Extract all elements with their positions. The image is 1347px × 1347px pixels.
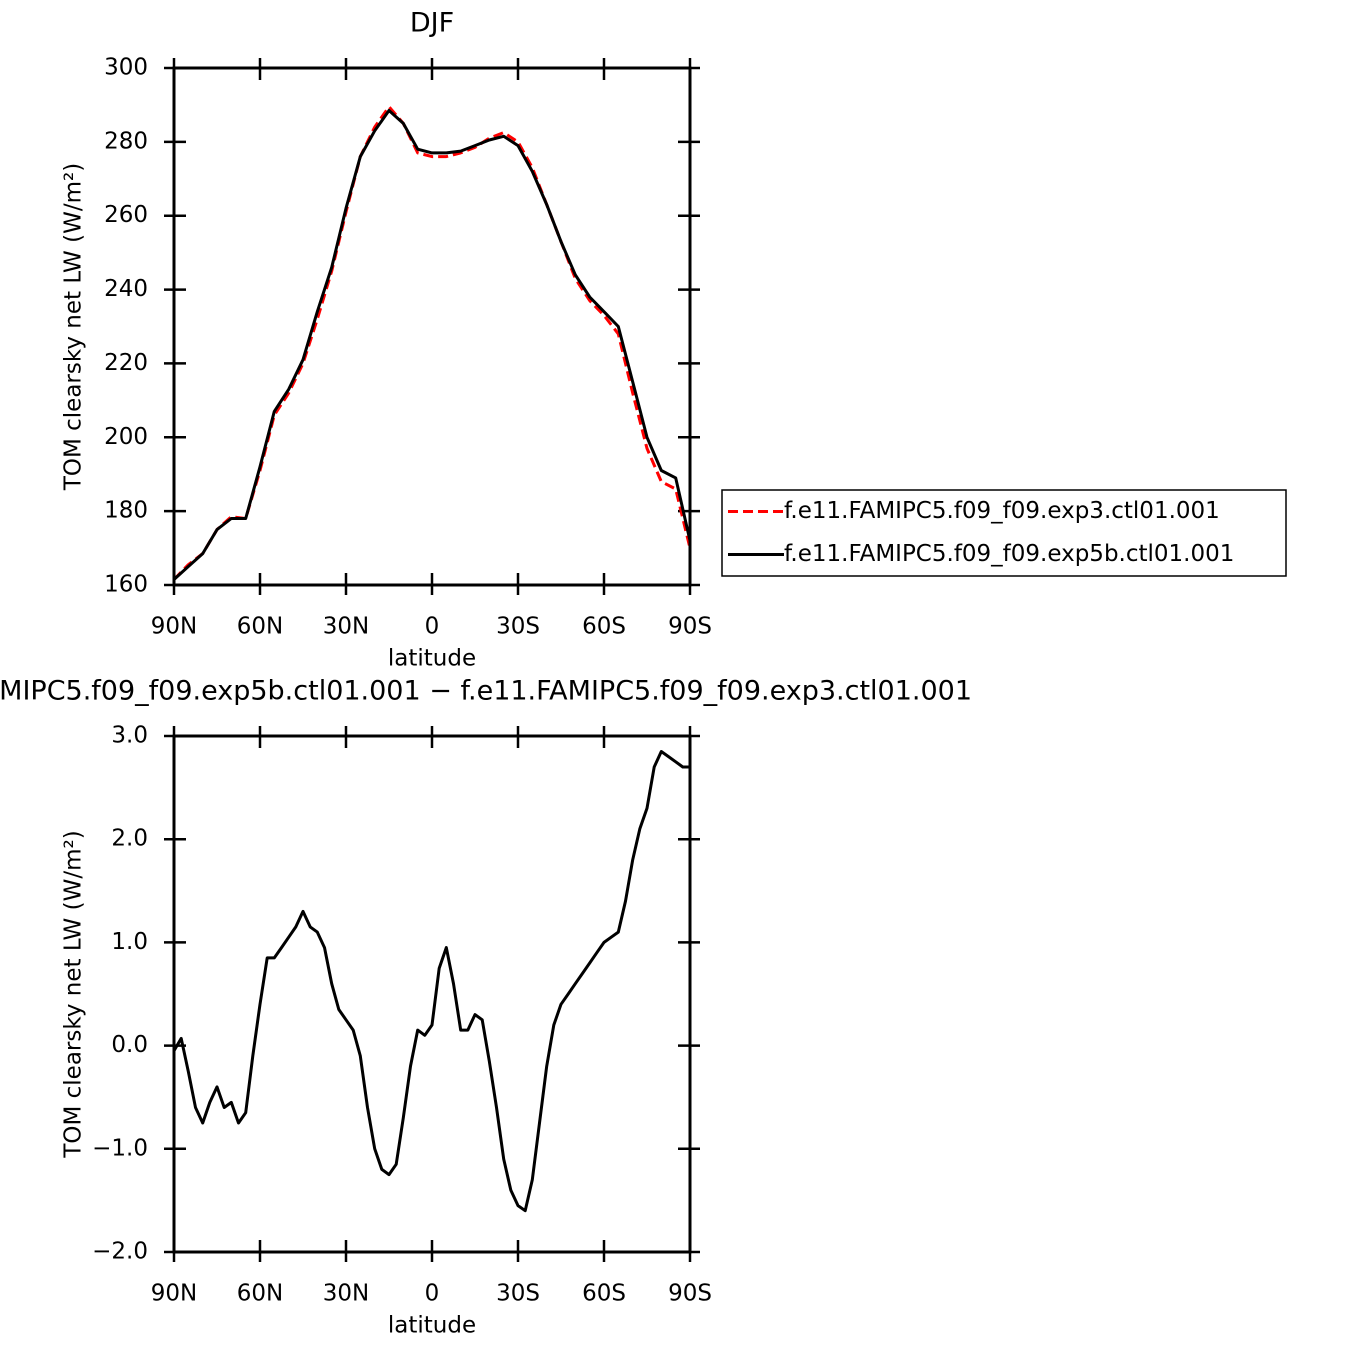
y-tick-label: 300 [104,55,148,81]
x-tick-label: 60S [582,1281,626,1307]
y-tick-label: 220 [104,350,148,376]
y-tick-label: −1.0 [92,1135,148,1161]
series-line [172,105,692,581]
x-tick-label: 30S [496,614,540,640]
series-line [172,750,690,1213]
y-tick-label: 0.0 [111,1032,148,1058]
x-tick-label: 30N [323,614,369,640]
chart-title: f.e11.FAMIPC5.f09_f09.exp5b.ctl01.001 − … [0,676,972,707]
plot-frame [172,66,692,587]
x-tick-label: 60N [237,1281,283,1307]
x-axis-label: latitude [388,646,476,672]
chart-title: DJF [410,8,454,39]
x-tick-label: 60S [582,614,626,640]
y-tick-label: 280 [104,128,148,154]
y-axis-label: TOM clearsky net LW (W/m²) [61,163,87,491]
x-tick-label: 60N [237,614,283,640]
x-tick-label: 90S [668,614,712,640]
y-tick-label: 2.0 [111,826,148,852]
y-tick-label: −2.0 [92,1239,148,1265]
x-axis-label: latitude [388,1313,476,1339]
series-line [172,109,692,581]
x-tick-label: 0 [425,1281,440,1307]
y-tick-label: 1.0 [111,929,148,955]
y-tick-label: 160 [104,572,148,598]
legend-label: f.e11.FAMIPC5.f09_f09.exp5b.ctl01.001 [784,541,1234,567]
y-axis-label: TOM clearsky net LW (W/m²) [61,830,87,1158]
y-tick-label: 240 [104,276,148,302]
x-tick-label: 90S [668,1281,712,1307]
legend-label: f.e11.FAMIPC5.f09_f09.exp3.ctl01.001 [784,498,1220,524]
y-tick-label: 3.0 [111,723,148,749]
y-tick-label: 260 [104,202,148,228]
x-tick-label: 0 [425,614,440,640]
x-tick-label: 90N [151,614,197,640]
x-tick-label: 90N [151,1281,197,1307]
x-tick-label: 30S [496,1281,540,1307]
y-tick-label: 180 [104,498,148,524]
legend-box [721,489,1287,577]
y-tick-label: 200 [104,424,148,450]
plot-frame [172,734,692,1254]
x-tick-label: 30N [323,1281,369,1307]
